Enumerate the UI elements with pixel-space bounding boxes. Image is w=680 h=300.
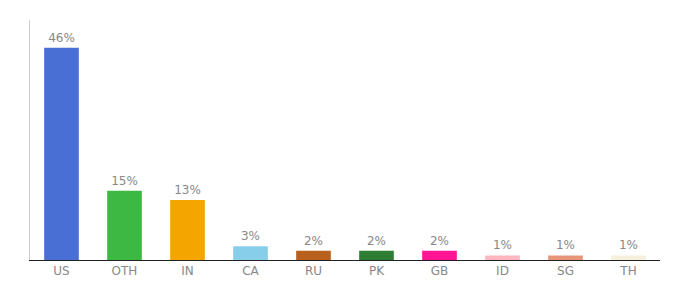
svg-text:RU: RU bbox=[305, 264, 322, 278]
svg-text:OTH: OTH bbox=[112, 264, 138, 278]
svg-text:ID: ID bbox=[496, 264, 509, 278]
svg-text:15%: 15% bbox=[111, 174, 138, 188]
svg-text:2%: 2% bbox=[430, 234, 449, 248]
svg-text:IN: IN bbox=[181, 264, 194, 278]
svg-text:GB: GB bbox=[431, 264, 449, 278]
svg-text:1%: 1% bbox=[493, 238, 512, 252]
svg-text:TH: TH bbox=[619, 264, 636, 278]
svg-text:2%: 2% bbox=[304, 234, 323, 248]
svg-text:1%: 1% bbox=[556, 238, 575, 252]
svg-text:US: US bbox=[53, 264, 69, 278]
svg-text:13%: 13% bbox=[174, 183, 201, 197]
svg-text:SG: SG bbox=[557, 264, 574, 278]
svg-text:2%: 2% bbox=[367, 234, 386, 248]
svg-text:46%: 46% bbox=[48, 31, 75, 45]
svg-text:PK: PK bbox=[369, 264, 385, 278]
svg-text:CA: CA bbox=[242, 264, 259, 278]
svg-text:1%: 1% bbox=[619, 238, 638, 252]
svg-text:3%: 3% bbox=[241, 229, 260, 243]
